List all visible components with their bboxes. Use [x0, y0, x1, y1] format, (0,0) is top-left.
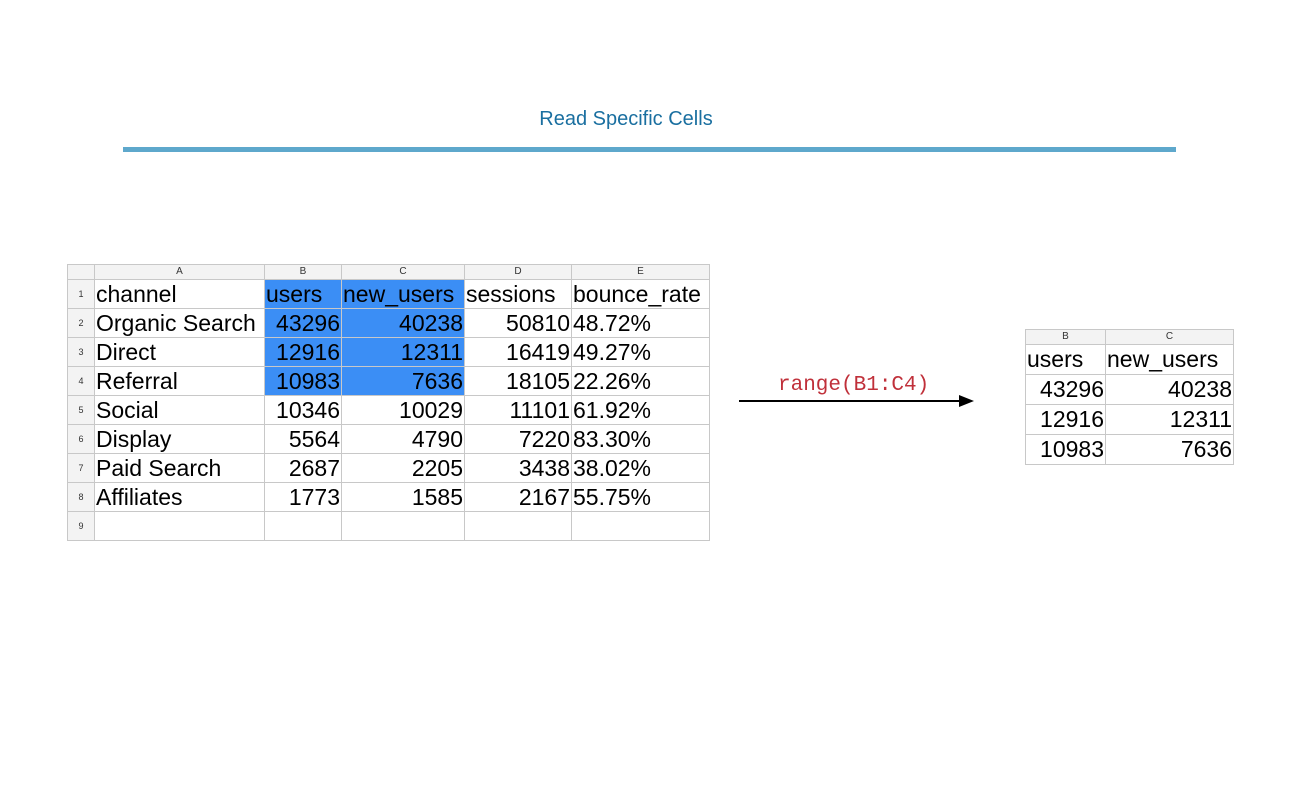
- cell: 83.30%: [571, 424, 710, 454]
- cell: 10346: [264, 395, 342, 425]
- cell: 12916: [1025, 404, 1106, 435]
- cell: Direct: [94, 337, 265, 367]
- cell: bounce_rate: [571, 279, 710, 309]
- cell: [94, 511, 265, 541]
- cell: 2687: [264, 453, 342, 483]
- cell: Organic Search: [94, 308, 265, 338]
- cell: 48.72%: [571, 308, 710, 338]
- cell: sessions: [464, 279, 572, 309]
- row-header: 3: [67, 337, 95, 367]
- row-header: 2: [67, 308, 95, 338]
- sheet-row: 2 Organic Search 43296 40238 50810 48.72…: [67, 308, 710, 338]
- cell-selected: 7636: [341, 366, 465, 396]
- cell-selected: 10983: [264, 366, 342, 396]
- row-header: 1: [67, 279, 95, 309]
- cell: users: [1025, 344, 1106, 375]
- column-header-row: B C: [1025, 329, 1234, 345]
- arrow-shaft: [739, 400, 961, 402]
- cell: 49.27%: [571, 337, 710, 367]
- sheet-row: 10983 7636: [1025, 434, 1234, 465]
- cell: [464, 511, 572, 541]
- cell: 2205: [341, 453, 465, 483]
- row-header: 4: [67, 366, 95, 396]
- column-header: C: [341, 264, 465, 280]
- cell: Referral: [94, 366, 265, 396]
- cell: 61.92%: [571, 395, 710, 425]
- row-header: 6: [67, 424, 95, 454]
- sheet-row: 43296 40238: [1025, 374, 1234, 405]
- cell: 43296: [1025, 374, 1106, 405]
- sheet-row: 1 channel users new_users sessions bounc…: [67, 279, 710, 309]
- cell: 7636: [1105, 434, 1234, 465]
- cell: 22.26%: [571, 366, 710, 396]
- cell-selected: new_users: [341, 279, 465, 309]
- cell: 16419: [464, 337, 572, 367]
- cell-selected: 40238: [341, 308, 465, 338]
- cell: 1773: [264, 482, 342, 512]
- cell-selected: users: [264, 279, 342, 309]
- cell: 50810: [464, 308, 572, 338]
- sheet-row: 8 Affiliates 1773 1585 2167 55.75%: [67, 482, 710, 512]
- cell: Social: [94, 395, 265, 425]
- cell-selected: 12916: [264, 337, 342, 367]
- sheet-row: 7 Paid Search 2687 2205 3438 38.02%: [67, 453, 710, 483]
- source-spreadsheet: A B C D E 1 channel users new_users sess…: [67, 264, 710, 541]
- arrow-head-icon: [959, 395, 974, 407]
- cell: 5564: [264, 424, 342, 454]
- sheet-row: 12916 12311: [1025, 404, 1234, 435]
- cell: 12311: [1105, 404, 1234, 435]
- range-call-label: range(B1:C4): [778, 374, 930, 397]
- cell: Display: [94, 424, 265, 454]
- result-spreadsheet: B C users new_users 43296 40238 12916 12…: [1025, 329, 1234, 465]
- row-header: 5: [67, 395, 95, 425]
- cell: new_users: [1105, 344, 1234, 375]
- cell: 4790: [341, 424, 465, 454]
- sheet-row: 5 Social 10346 10029 11101 61.92%: [67, 395, 710, 425]
- column-header-row: A B C D E: [67, 264, 710, 280]
- sheet-row: 6 Display 5564 4790 7220 83.30%: [67, 424, 710, 454]
- cell-selected: 43296: [264, 308, 342, 338]
- cell: 11101: [464, 395, 572, 425]
- column-header: D: [464, 264, 572, 280]
- cell: 10983: [1025, 434, 1106, 465]
- cell: 40238: [1105, 374, 1234, 405]
- column-header: E: [571, 264, 710, 280]
- column-header: B: [1025, 329, 1106, 345]
- row-header: 9: [67, 511, 95, 541]
- sheet-row: 4 Referral 10983 7636 18105 22.26%: [67, 366, 710, 396]
- cell: channel: [94, 279, 265, 309]
- cell: 2167: [464, 482, 572, 512]
- diagram-title: Read Specific Cells: [539, 108, 713, 130]
- cell: [264, 511, 342, 541]
- cell: 7220: [464, 424, 572, 454]
- cell: [341, 511, 465, 541]
- cell: 55.75%: [571, 482, 710, 512]
- sheet-row: 3 Direct 12916 12311 16419 49.27%: [67, 337, 710, 367]
- cell: 38.02%: [571, 453, 710, 483]
- column-header: A: [94, 264, 265, 280]
- cell: 3438: [464, 453, 572, 483]
- title-underline: [123, 147, 1176, 152]
- cell: 10029: [341, 395, 465, 425]
- column-header: B: [264, 264, 342, 280]
- corner-cell: [67, 264, 95, 280]
- sheet-row: users new_users: [1025, 344, 1234, 375]
- sheet-row: 9: [67, 511, 710, 541]
- row-header: 8: [67, 482, 95, 512]
- row-header: 7: [67, 453, 95, 483]
- column-header: C: [1105, 329, 1234, 345]
- cell: Paid Search: [94, 453, 265, 483]
- cell: Affiliates: [94, 482, 265, 512]
- cell: 18105: [464, 366, 572, 396]
- cell: [571, 511, 710, 541]
- cell-selected: 12311: [341, 337, 465, 367]
- cell: 1585: [341, 482, 465, 512]
